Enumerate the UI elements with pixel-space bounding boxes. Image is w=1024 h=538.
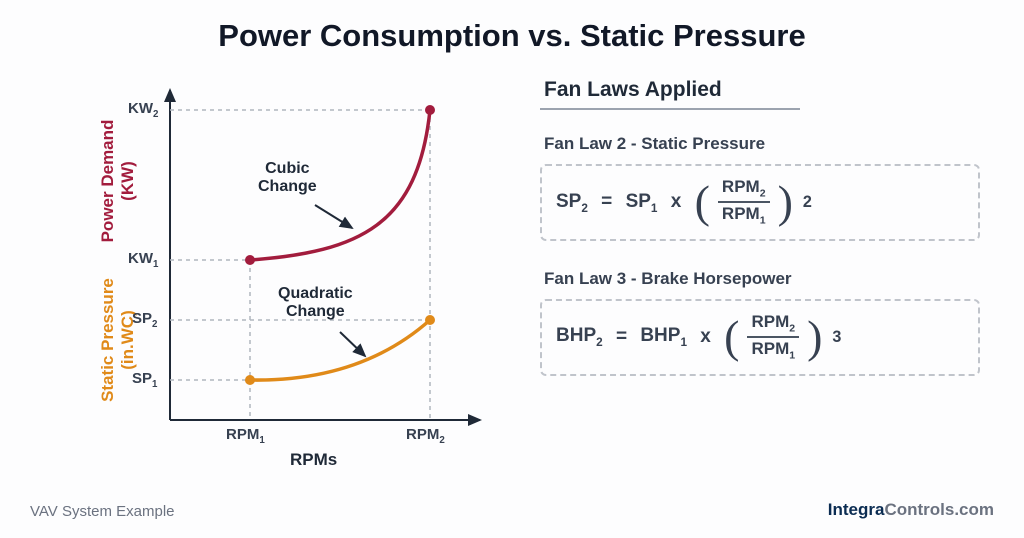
footer-caption: VAV System Example (30, 503, 175, 520)
ytick-kw2: KW2 (128, 100, 158, 120)
brand-link[interactable]: IntegraControls.com (828, 500, 994, 520)
law3-formula: BHP2 = BHP1 x (RPM2RPM1)3 (540, 299, 980, 376)
ytick-kw1: KW1 (128, 250, 158, 270)
xtick-rpm1: RPM1 (226, 426, 265, 446)
y-axis-label-power: Power Demand(KW) (98, 96, 138, 266)
ytick-sp1: SP1 (132, 370, 157, 390)
law2-label: Fan Law 2 - Static Pressure (544, 134, 980, 154)
xtick-rpm2: RPM2 (406, 426, 445, 446)
ytick-sp2: SP2 (132, 310, 157, 330)
law2-formula: SP2 = SP1 x (RPM2RPM1)2 (540, 164, 980, 241)
fan-laws-panel: Fan Laws Applied Fan Law 2 - Static Pres… (540, 78, 980, 404)
fan-laws-heading: Fan Laws Applied (544, 78, 980, 102)
page-title: Power Consumption vs. Static Pressure (0, 18, 1024, 54)
x-axis-label: RPMs (290, 450, 337, 470)
chart: Power Demand(KW) Static Pressure(in.WC) … (40, 70, 500, 470)
cubic-change-label: CubicChange (258, 160, 317, 197)
divider (540, 108, 800, 110)
quadratic-change-label: QuadraticChange (278, 285, 353, 322)
page: Power Consumption vs. Static Pressure Po… (0, 0, 1024, 538)
law3-label: Fan Law 3 - Brake Horsepower (544, 269, 980, 289)
